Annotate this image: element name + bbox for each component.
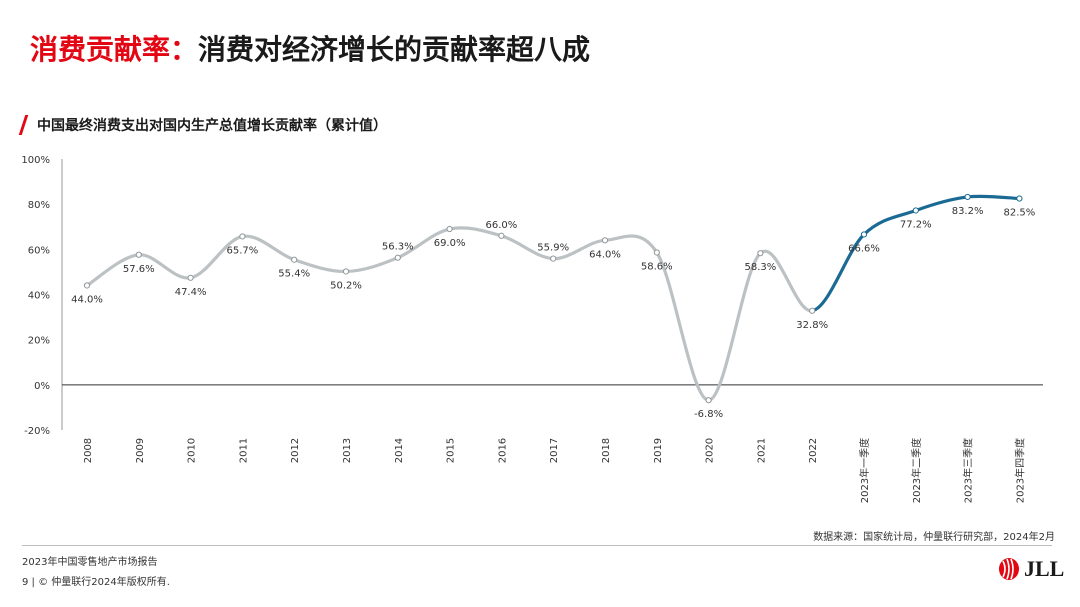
y-tick-label: 20% <box>28 336 50 347</box>
x-tick-label: 2023年二季度 <box>910 438 923 503</box>
x-tick-label: 2014 <box>394 438 405 463</box>
data-label: 44.0% <box>71 294 103 305</box>
x-tick-label: 2019 <box>653 438 664 463</box>
series-line-historical <box>85 226 814 402</box>
y-tick-label: 0% <box>34 381 50 392</box>
x-tick-label: 2022 <box>808 438 819 463</box>
data-point <box>498 232 505 239</box>
y-tick-label: 100% <box>21 155 50 166</box>
data-label: 65.7% <box>227 245 259 256</box>
jll-logo-icon <box>999 558 1019 580</box>
data-label: 77.2% <box>900 219 932 230</box>
data-label: 57.6% <box>123 264 155 275</box>
data-label: 58.6% <box>641 261 673 272</box>
x-tick-label: 2009 <box>135 438 146 463</box>
data-label: 55.4% <box>278 269 310 280</box>
series-line-recent <box>810 194 1021 313</box>
y-tick-label: 40% <box>28 291 50 302</box>
logo-text: JLL <box>1024 556 1065 581</box>
data-label: 56.3% <box>382 242 414 253</box>
chart-heading: 中国最终消费支出对国内生产总值增长贡献率（累计值） <box>18 114 387 136</box>
x-tick-label: 2015 <box>446 438 457 463</box>
data-label: 66.6% <box>848 243 880 254</box>
x-tick-label: 2023年四季度 <box>1013 438 1026 503</box>
x-tick-label: 2013 <box>342 438 353 463</box>
page-title-highlight: 消费贡献率： <box>30 33 199 66</box>
data-label: 50.2% <box>330 280 362 291</box>
x-tick-label: 2023年一季度 <box>858 438 871 503</box>
data-point <box>446 225 453 233</box>
x-tick-label: 2018 <box>601 438 612 463</box>
x-tick-label: 2020 <box>705 438 716 463</box>
data-point <box>550 255 557 262</box>
y-tick-label: 80% <box>28 200 50 211</box>
data-point <box>187 274 194 281</box>
data-label: 83.2% <box>952 206 984 217</box>
x-tick-label: 2017 <box>549 438 560 463</box>
data-label: 69.0% <box>434 238 466 249</box>
data-point <box>809 307 816 314</box>
data-label: 32.8% <box>796 320 828 331</box>
data-point <box>860 231 868 238</box>
x-tick-label: 2016 <box>497 438 508 463</box>
y-tick-label: -20% <box>24 426 50 437</box>
data-point <box>964 193 971 201</box>
data-point <box>757 250 764 257</box>
x-tick-label: 2023年三季度 <box>962 438 975 503</box>
data-label: 47.4% <box>175 287 207 298</box>
data-point <box>135 251 142 258</box>
chart-title: 中国最终消费支出对国内生产总值增长贡献率（累计值） <box>37 118 387 134</box>
data-point <box>239 233 246 240</box>
data-point <box>1016 195 1023 202</box>
data-label: 55.9% <box>537 243 569 254</box>
data-label: 64.0% <box>589 249 621 260</box>
source-note: 数据来源：国家统计局，仲量联行研究部，2024年2月 <box>813 532 1055 543</box>
data-label: 58.3% <box>745 262 777 273</box>
data-point <box>912 207 919 214</box>
page-title-rest: 消费对经济增长的贡献率超八成 <box>198 33 591 66</box>
data-point <box>705 397 712 404</box>
x-tick-label: 2011 <box>238 438 249 463</box>
data-point <box>291 256 298 263</box>
data-point <box>601 237 609 244</box>
data-point <box>83 282 91 289</box>
x-tick-label: 2010 <box>187 438 198 463</box>
x-tick-label: 2012 <box>290 438 301 463</box>
x-tick-label: 2008 <box>83 438 94 463</box>
jll-logo: JLL <box>998 556 1064 582</box>
copyright-text: 9 | © 仲量联行2024年版权所有. <box>22 577 170 588</box>
report-name: 2023年中国零售地产市场报告 <box>22 557 158 568</box>
x-tick-label: 2021 <box>756 438 767 463</box>
footer-divider <box>22 545 1052 546</box>
page-title: 消费贡献率：消费对经济增长的贡献率超八成 <box>30 28 590 68</box>
data-label: -6.8% <box>694 409 723 420</box>
data-label: 82.5% <box>1004 208 1036 219</box>
data-point <box>394 254 401 261</box>
y-tick-label: 60% <box>28 245 50 256</box>
data-point <box>342 268 350 275</box>
data-point <box>653 249 660 256</box>
data-label: 66.0% <box>486 220 518 231</box>
